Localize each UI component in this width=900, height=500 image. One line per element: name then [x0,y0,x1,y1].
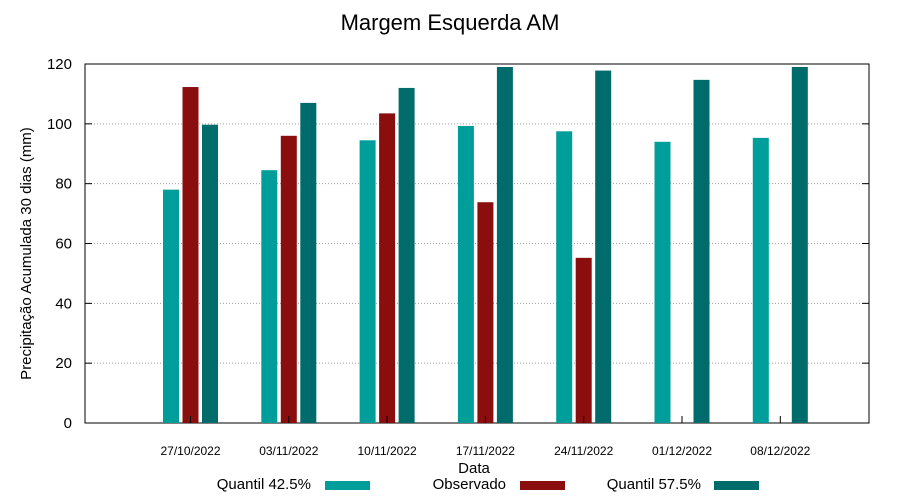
bar [261,170,278,423]
bar [496,66,513,423]
bar [595,70,612,423]
bar [752,137,769,423]
legend-swatch [325,481,370,490]
bar [398,87,415,423]
bar [300,102,317,424]
y-tick-label: 120 [47,56,72,73]
x-tick-label: 08/12/2022 [750,444,810,458]
legend-swatch [714,481,759,490]
legend-swatch [520,481,565,490]
y-tick-label: 80 [55,176,72,193]
y-tick-label: 60 [55,236,72,253]
x-tick-label: 01/12/2022 [652,444,712,458]
legend-label: Quantil 42.5% [217,476,311,493]
x-tick-label: 03/11/2022 [259,444,318,458]
legend-label: Observado [433,476,506,493]
bar [693,79,710,423]
bar [280,135,297,424]
chart-title: Margem Esquerda AM [340,10,560,35]
bar [379,113,396,424]
bar [654,141,671,424]
bar [202,124,218,423]
bar [457,125,474,424]
x-axis-label: Data [458,460,490,477]
x-tick-label: 27/10/2022 [160,444,220,458]
y-axis-label: Precipitação Acumulada 30 dias (mm) [18,127,35,380]
bar [359,140,376,423]
y-tick-label: 40 [55,295,72,312]
bar [791,66,808,423]
bar [556,131,573,423]
legend-label: Quantil 57.5% [607,476,701,493]
bar [163,189,179,423]
bar [575,257,592,423]
bar [182,87,199,424]
x-tick-label: 24/11/2022 [554,444,613,458]
y-tick-label: 100 [47,116,72,133]
x-tick-label: 10/11/2022 [358,444,417,458]
x-tick-label: 17/11/2022 [456,444,515,458]
y-tick-label: 20 [55,355,72,372]
bar [477,202,494,423]
y-tick-label: 0 [64,415,72,432]
